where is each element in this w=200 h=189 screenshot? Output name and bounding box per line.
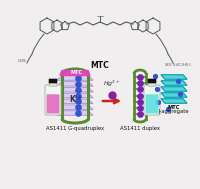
Text: SO$_3$ Si(C$_2$H$_5$)$_3$: SO$_3$ Si(C$_2$H$_5$)$_3$ [164, 61, 192, 69]
Polygon shape [161, 87, 187, 91]
FancyBboxPatch shape [46, 94, 60, 114]
Polygon shape [57, 82, 93, 86]
FancyBboxPatch shape [144, 85, 160, 115]
FancyBboxPatch shape [148, 79, 156, 83]
Polygon shape [161, 99, 187, 103]
Text: MTC: MTC [70, 70, 82, 75]
Polygon shape [57, 93, 93, 98]
Text: Hg$^{2+}$: Hg$^{2+}$ [103, 79, 121, 89]
Polygon shape [161, 93, 187, 97]
Text: O$_3$S: O$_3$S [17, 57, 27, 65]
FancyBboxPatch shape [49, 83, 57, 86]
Polygon shape [57, 99, 93, 104]
FancyBboxPatch shape [45, 85, 61, 115]
FancyBboxPatch shape [146, 94, 158, 114]
Polygon shape [57, 88, 93, 92]
Text: J-aggregate: J-aggregate [159, 109, 189, 114]
Polygon shape [57, 111, 93, 115]
Text: AS1411 G-quadruplex: AS1411 G-quadruplex [46, 126, 104, 131]
FancyBboxPatch shape [49, 79, 57, 83]
Text: MTC: MTC [91, 60, 109, 70]
Polygon shape [161, 81, 187, 85]
FancyBboxPatch shape [148, 83, 156, 86]
Text: AS1411 duplex: AS1411 duplex [120, 126, 160, 131]
Text: K$^+$: K$^+$ [69, 93, 83, 105]
Polygon shape [60, 70, 90, 75]
Polygon shape [57, 105, 93, 109]
Polygon shape [57, 76, 93, 80]
Text: MTC: MTC [168, 105, 180, 110]
Polygon shape [161, 75, 187, 79]
